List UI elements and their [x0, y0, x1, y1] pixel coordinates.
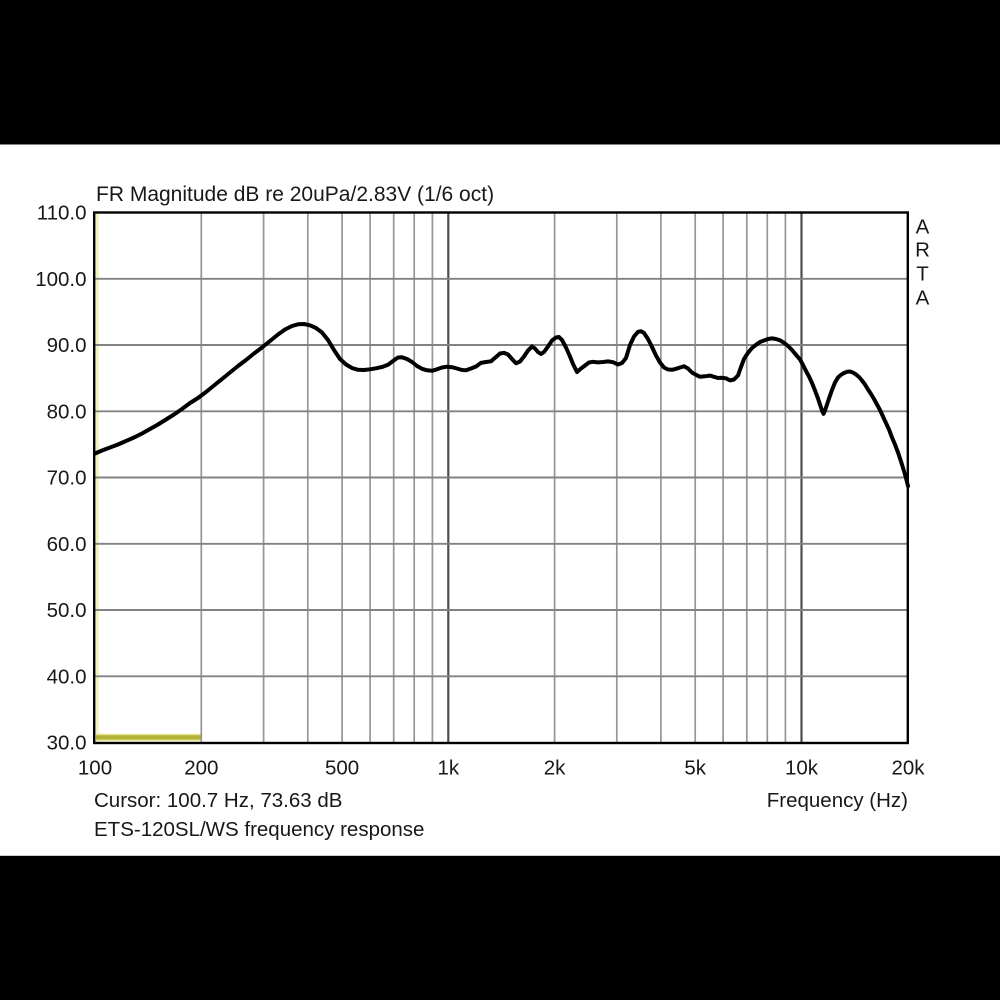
svg-text:FR Magnitude dB re 20uPa/2.83V: FR Magnitude dB re 20uPa/2.83V (1/6 oct) — [96, 183, 494, 206]
svg-text:100.0: 100.0 — [35, 268, 86, 291]
svg-text:20k: 20k — [891, 757, 925, 780]
svg-text:40.0: 40.0 — [47, 665, 87, 688]
svg-text:500: 500 — [325, 757, 359, 780]
svg-text:200: 200 — [184, 757, 218, 780]
svg-text:90.0: 90.0 — [47, 334, 87, 357]
svg-text:Cursor: 100.7 Hz, 73.63 dB: Cursor: 100.7 Hz, 73.63 dB — [94, 789, 342, 812]
svg-text:ETS-120SL/WS frequency respons: ETS-120SL/WS frequency response — [94, 818, 424, 841]
svg-text:5k: 5k — [684, 757, 706, 780]
svg-text:60.0: 60.0 — [47, 533, 87, 556]
svg-text:30.0: 30.0 — [47, 732, 87, 755]
svg-text:100: 100 — [78, 757, 112, 780]
svg-text:T: T — [916, 263, 929, 286]
svg-text:2k: 2k — [544, 757, 566, 780]
svg-text:R: R — [915, 239, 930, 262]
svg-text:Frequency (Hz): Frequency (Hz) — [767, 789, 908, 812]
svg-text:110.0: 110.0 — [37, 202, 87, 225]
svg-text:70.0: 70.0 — [47, 467, 87, 490]
svg-text:80.0: 80.0 — [47, 400, 87, 423]
svg-text:A: A — [916, 216, 930, 239]
svg-text:10k: 10k — [785, 757, 819, 780]
svg-text:1k: 1k — [437, 757, 459, 780]
svg-text:A: A — [916, 287, 930, 310]
svg-text:50.0: 50.0 — [47, 599, 87, 622]
